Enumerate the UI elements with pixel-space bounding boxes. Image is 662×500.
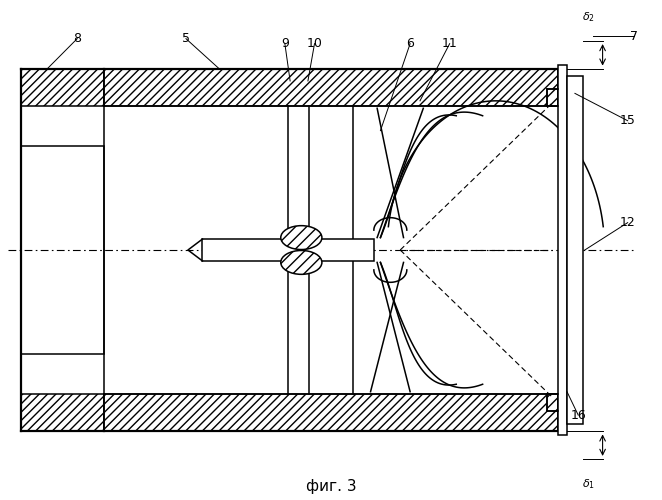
Text: 6: 6 [406,37,414,50]
Text: 16: 16 [571,408,586,422]
Text: 12: 12 [620,216,636,229]
Bar [547,90,559,106]
Text: 5: 5 [182,32,190,45]
Text: 7: 7 [630,30,638,43]
Text: $\delta_1$: $\delta_1$ [582,477,594,490]
Bar [567,76,583,424]
Bar [21,68,103,106]
Text: 8: 8 [73,32,81,45]
Text: 10: 10 [307,37,322,50]
Bar [547,394,559,410]
Bar [203,239,374,261]
Ellipse shape [281,250,322,274]
Bar [21,146,103,354]
Bar [559,64,567,436]
Ellipse shape [281,226,322,250]
Bar [103,68,559,106]
Bar [103,394,559,432]
Text: 15: 15 [620,114,636,127]
Text: фиг. 3: фиг. 3 [306,478,356,494]
Text: $\delta_2$: $\delta_2$ [582,10,594,24]
Text: 9: 9 [281,37,289,50]
Bar [21,394,103,432]
Text: 11: 11 [442,37,457,50]
